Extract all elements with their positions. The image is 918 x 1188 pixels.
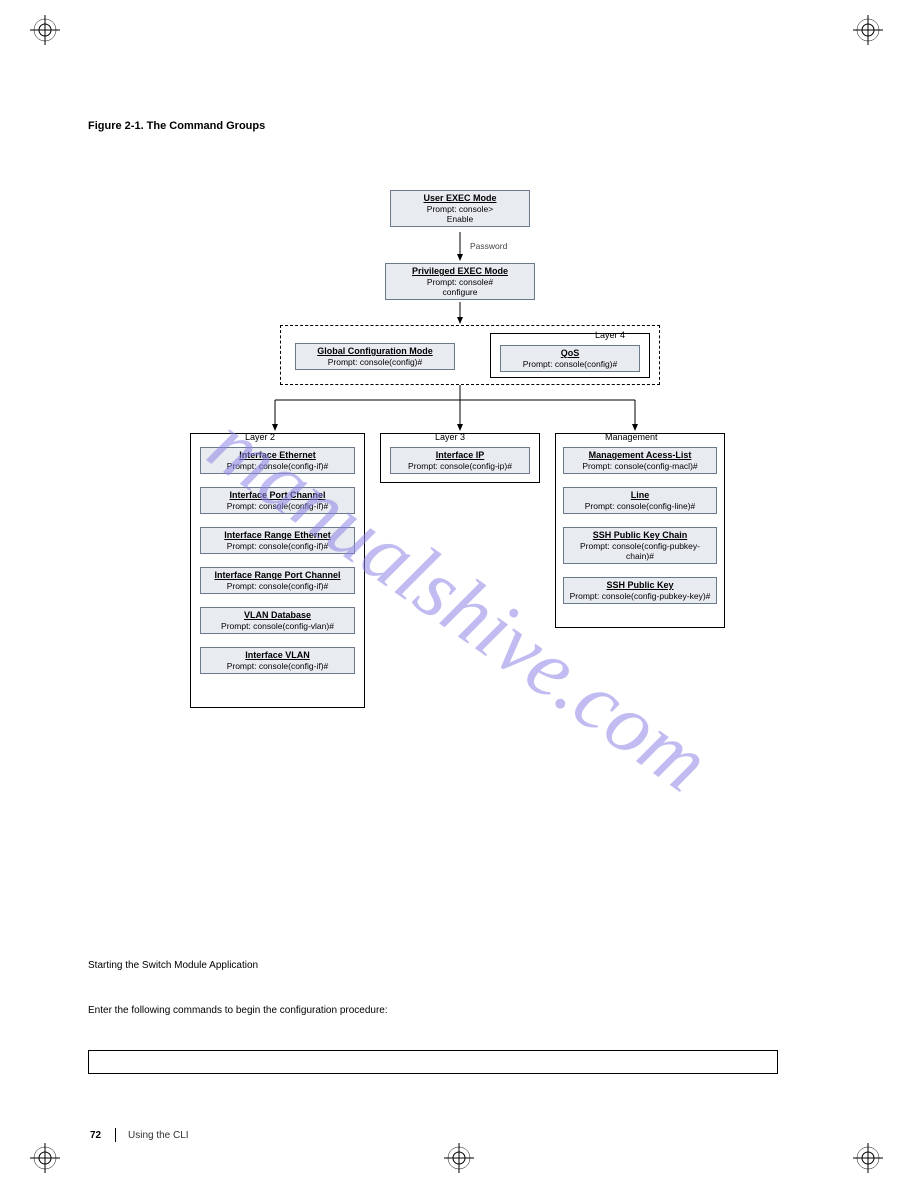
node-title: QoS [505, 348, 635, 359]
node-title: Interface Port Channel [205, 490, 350, 501]
node-prompt: Prompt: console(config-if)# [205, 541, 350, 551]
node-title: Interface IP [395, 450, 525, 461]
crop-mark-br [853, 1143, 883, 1173]
node-title: SSH Public Key [568, 580, 712, 591]
crop-mark-tr [853, 15, 883, 45]
node-title: Interface VLAN [205, 650, 350, 661]
label-management: Management [605, 432, 658, 442]
crop-mark-bl [30, 1143, 60, 1173]
node-vlan-database: VLAN Database Prompt: console(config-vla… [200, 607, 355, 634]
node-if-vlan: Interface VLAN Prompt: console(config-if… [200, 647, 355, 674]
node-prompt: Prompt: console(config-macl)# [568, 461, 712, 471]
node-sub: Enable [395, 214, 525, 224]
node-global-config: Global Configuration Mode Prompt: consol… [295, 343, 455, 370]
node-prompt: Prompt: console(config)# [505, 359, 635, 369]
node-prompt: Prompt: console(config-line)# [568, 501, 712, 511]
label-password: Password [470, 241, 507, 251]
node-prompt: Prompt: console> [395, 204, 525, 214]
node-prompt: Prompt: console(config-vlan)# [205, 621, 350, 631]
node-management-acl: Management Acess-List Prompt: console(co… [563, 447, 717, 474]
node-priv-exec: Privileged EXEC Mode Prompt: console# co… [385, 263, 535, 300]
footer-divider [115, 1128, 116, 1142]
section-heading: Starting the Switch Module Application [88, 960, 788, 971]
node-user-exec: User EXEC Mode Prompt: console> Enable [390, 190, 530, 227]
section-intro: Enter the following commands to begin th… [88, 1005, 788, 1016]
node-ssh-chain: SSH Public Key Chain Prompt: console(con… [563, 527, 717, 564]
label-layer4: Layer 4 [595, 330, 625, 340]
node-if-range-port-channel: Interface Range Port Channel Prompt: con… [200, 567, 355, 594]
node-title: Global Configuration Mode [300, 346, 450, 357]
node-prompt: Prompt: console(config-ip)# [395, 461, 525, 471]
node-prompt: Prompt: console(config-pubkey-chain)# [568, 541, 712, 561]
label-layer3: Layer 3 [435, 432, 465, 442]
node-qos: QoS Prompt: console(config)# [500, 345, 640, 372]
node-prompt: Prompt: console(config-if)# [205, 661, 350, 671]
node-if-range-ethernet: Interface Range Ethernet Prompt: console… [200, 527, 355, 554]
crop-mark-bc [444, 1143, 474, 1173]
flowchart-diagram: User EXEC Mode Prompt: console> Enable P… [180, 185, 740, 725]
node-if-port-channel: Interface Port Channel Prompt: console(c… [200, 487, 355, 514]
node-prompt: Prompt: console(config-if)# [205, 461, 350, 471]
node-sub: configure [390, 287, 530, 297]
page-number: 72 [90, 1130, 101, 1141]
node-prompt: Prompt: console(config-if)# [205, 581, 350, 591]
node-prompt: Prompt: console# [390, 277, 530, 287]
node-ssh-key: SSH Public Key Prompt: console(config-pu… [563, 577, 717, 604]
node-title: User EXEC Mode [395, 193, 525, 204]
node-title: Interface Range Port Channel [205, 570, 350, 581]
node-prompt: Prompt: console(config-pubkey-key)# [568, 591, 712, 601]
code-block [88, 1050, 778, 1074]
node-title: SSH Public Key Chain [568, 530, 712, 541]
footer-section: Using the CLI [128, 1130, 189, 1141]
node-title: Management Acess-List [568, 450, 712, 461]
node-if-ethernet: Interface Ethernet Prompt: console(confi… [200, 447, 355, 474]
node-title: Line [568, 490, 712, 501]
node-prompt: Prompt: console(config-if)# [205, 501, 350, 511]
label-layer2: Layer 2 [245, 432, 275, 442]
crop-mark-tl [30, 15, 60, 45]
node-if-ip: Interface IP Prompt: console(config-ip)# [390, 447, 530, 474]
node-line: Line Prompt: console(config-line)# [563, 487, 717, 514]
node-title: Interface Range Ethernet [205, 530, 350, 541]
node-title: VLAN Database [205, 610, 350, 621]
figure-caption: Figure 2-1. The Command Groups [88, 120, 265, 132]
node-title: Privileged EXEC Mode [390, 266, 530, 277]
node-prompt: Prompt: console(config)# [300, 357, 450, 367]
node-title: Interface Ethernet [205, 450, 350, 461]
